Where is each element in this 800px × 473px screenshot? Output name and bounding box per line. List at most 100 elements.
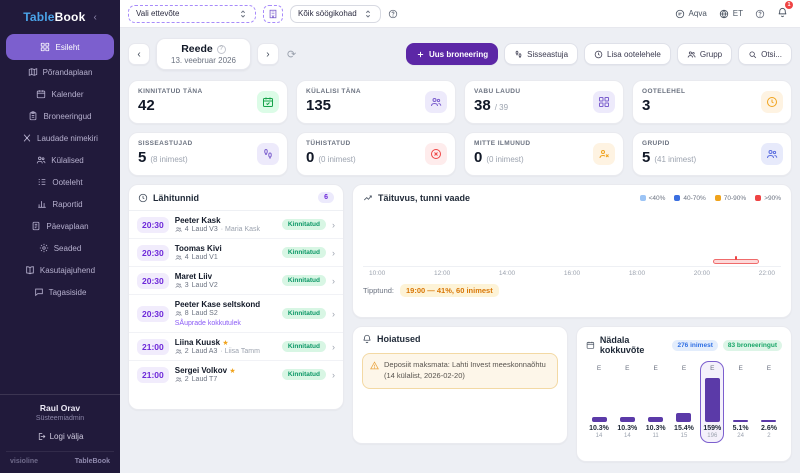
stat-waitlist[interactable]: OOTELEHEL 3 [632, 80, 792, 124]
stat-guests-today[interactable]: KÜLALISI TÄNA 135 [296, 80, 456, 124]
week-count: 15 [680, 433, 688, 439]
upcoming-title: Lähitunnid [153, 192, 199, 203]
booking-time: 20:30 [137, 244, 169, 261]
sidebar-item-kulalised[interactable]: Külalised [6, 150, 114, 170]
peak-hour-label: Tipptund: [363, 286, 394, 295]
booking-row[interactable]: 20:30 Maret Liiv 3 Laud V2 Kinnitatud › [129, 267, 343, 295]
week-day-label: E [625, 365, 630, 372]
week-day-column[interactable]: E 10.3% 11 [644, 361, 668, 443]
week-bar-chart: E 10.3% 14 E 10.3% 14 [577, 359, 791, 443]
status-badge: Kinnitatud [281, 369, 326, 380]
sidebar-collapse-button[interactable]: ‹ [93, 11, 97, 23]
company-select[interactable]: Vali ettevõte [128, 4, 256, 23]
brand-name-primary: Table [23, 10, 55, 24]
location-select[interactable]: Kõik söögikohad [290, 4, 381, 23]
venue-building-button[interactable] [263, 4, 283, 23]
week-day-label: E [596, 365, 602, 372]
people-icon [687, 51, 696, 58]
booking-time: 20:30 [137, 272, 169, 289]
stat-free-tables[interactable]: VABU LAUDU 38/ 39 [464, 80, 624, 124]
sidebar-item-broneeringud[interactable]: Broneeringud [6, 106, 114, 126]
sidebar-item-tagasiside[interactable]: Tagasiside [6, 282, 114, 302]
company-select-value: Vali ettevõte [136, 9, 180, 18]
prev-day-button[interactable]: ‹ [128, 43, 150, 65]
sidebar-item-label: Raportid [52, 199, 83, 209]
help-icon[interactable] [755, 9, 765, 19]
legend-item: 40-70% [674, 195, 706, 202]
sidebar-item-seaded[interactable]: Seaded [6, 238, 114, 258]
utensils-icon [22, 133, 32, 143]
sidebar-item-raportid[interactable]: Raportid [6, 194, 114, 214]
date-card[interactable]: Reede? 13. veebruar 2026 [156, 38, 251, 70]
booking-row[interactable]: 20:30 Peeter Kask 4 Laud V3 · Maria Kask K… [129, 211, 343, 239]
status-badge: Kinnitatud [281, 247, 326, 258]
stat-confirmed-today[interactable]: KINNITATUD TÄNA 42 [128, 80, 288, 124]
logout-icon [37, 432, 46, 441]
week-day-label: E [738, 365, 743, 372]
week-day-column-selected[interactable]: E 159% 196 [700, 361, 725, 443]
booking-row[interactable]: 20:30 Toomas Kivi 4 Laud V1 Kinnitatud › [129, 239, 343, 267]
next-day-button[interactable]: › [256, 43, 279, 65]
help-icon[interactable] [388, 9, 398, 19]
stat-groups[interactable]: GRUPID 5 (41 inimest) [632, 132, 792, 176]
stat-cancelled[interactable]: TÜHISTATUD 0 (0 inimest) [296, 132, 456, 176]
table-label: Laud V1 [191, 254, 218, 261]
stat-value: 38 [474, 97, 491, 114]
booking-row[interactable]: 21:00 Liina Kuusk ★ 2 Laud A3 · Liisa Tamm… [129, 333, 343, 361]
booking-row[interactable]: 20:30 Peeter Kase seltskond 8 Laud S2 SÅup… [129, 295, 343, 333]
week-bookings-badge: 83 broneeringut [722, 339, 782, 351]
alert-item[interactable]: Deposiit maksmata: Lahti Invest meeskonn… [362, 353, 558, 389]
stat-sub: (0 inimest) [318, 155, 356, 164]
stat-label: KINNITATUD TÄNA [138, 88, 203, 95]
stat-sub: (41 inimest) [654, 155, 697, 164]
sidebar-item-paevaplaan[interactable]: Päevaplaan [6, 216, 114, 236]
week-count: 14 [595, 433, 603, 439]
week-day-column[interactable]: E 10.3% 14 [615, 361, 639, 443]
party-size: 4 [184, 226, 189, 233]
search-button[interactable]: Otsi... [738, 43, 792, 65]
week-day-column[interactable]: E 5.1% 24 [729, 361, 753, 443]
new-booking-button[interactable]: Uus broneering [406, 43, 499, 65]
chevron-right-icon: › [332, 369, 335, 380]
sidebar-item-esileht[interactable]: Esileht [6, 34, 114, 60]
week-day-column[interactable]: E 15.4% 15 [672, 361, 696, 443]
upcoming-count-badge: 6 [318, 192, 334, 203]
sidebar-item-kasutajajuhend[interactable]: Kasutajajuhend [6, 260, 114, 280]
week-day-column[interactable]: E 2.6% 2 [757, 361, 781, 443]
clock-icon [138, 193, 148, 202]
week-day-label: E [766, 365, 772, 372]
sidebar-item-ooteleht[interactable]: Ooteleht [6, 172, 114, 192]
booking-row[interactable]: 21:00 Sergei Volkov ★ 2 Laud T7 Kinnitatu… [129, 361, 343, 388]
legend-item: 70-90% [714, 195, 746, 202]
x-tick: 22:00 [758, 270, 775, 277]
x-tick: 18:00 [628, 270, 646, 277]
support-chat-button[interactable]: Aqva [675, 9, 707, 19]
language-switcher[interactable]: ET [719, 9, 743, 19]
week-bar [733, 420, 749, 422]
walkin-button[interactable]: Sisseastuja [504, 43, 579, 65]
waitlist-button[interactable]: Lisa ootelehele [584, 43, 671, 65]
booking-note: · Maria Kask [220, 226, 261, 233]
table-label: Laud V2 [191, 282, 218, 289]
logout-button[interactable]: Logi välja [6, 432, 114, 441]
vip-star-icon: ★ [222, 340, 229, 347]
week-summary-panel: Nädala kokkuvõte 276 inimest 83 broneeri… [576, 326, 792, 462]
sidebar-item-kalender[interactable]: Kalender [6, 84, 114, 104]
week-day-column[interactable]: E 10.3% 14 [587, 361, 611, 443]
stat-walkins[interactable]: SISSEASTUJAD 5 (8 inimest) [128, 132, 288, 176]
notification-badge: 1 [785, 0, 793, 9]
list-icon [37, 177, 47, 187]
stat-no-show[interactable]: MITTE ILMUNUD 0 (0 inimest) [464, 132, 624, 176]
stat-value: 0 [474, 149, 483, 166]
sidebar-item-porandaplaan[interactable]: Põrandaplaan [6, 62, 114, 82]
sidebar-item-laudade-nimekiri[interactable]: Laudade nimekiri [6, 128, 114, 148]
refresh-icon[interactable]: ⟳ [286, 48, 297, 61]
notifications-button[interactable]: 1 [777, 0, 793, 23]
sidebar-footer: Raul Orav Süsteemiadmin Logi välja visio… [0, 394, 120, 473]
group-button[interactable]: Grupp [676, 43, 733, 65]
grid-icon [593, 91, 615, 113]
week-summary-title: Nädala kokkuvõte [599, 335, 645, 355]
week-day-label: E [681, 365, 687, 372]
trend-icon [363, 195, 372, 201]
day-name: Reede [181, 43, 213, 55]
